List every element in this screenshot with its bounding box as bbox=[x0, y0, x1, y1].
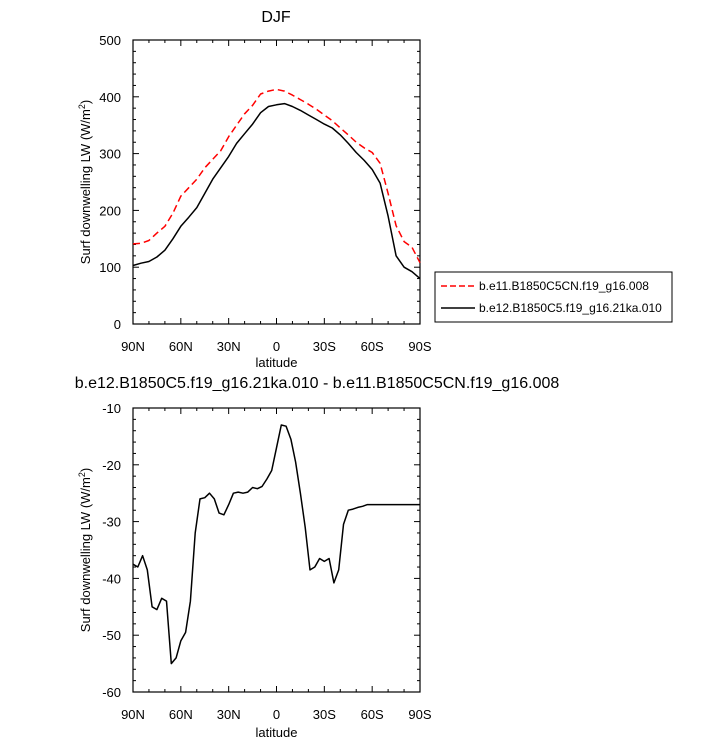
y-axis-label-main: Surf downwelling LW (W/m bbox=[78, 477, 93, 632]
x-tick-label: 0 bbox=[273, 707, 280, 722]
legend-label-2: b.e12.B1850C5.f19_g16.21ka.010 bbox=[479, 301, 662, 315]
y-tick-label: -40 bbox=[102, 571, 121, 586]
x-tick-label: 90N bbox=[121, 339, 145, 354]
y-axis-label: Surf downwelling LW (W/m2) bbox=[77, 100, 93, 264]
x-tick-label: 90S bbox=[408, 707, 431, 722]
x-tick-label: 60S bbox=[361, 339, 384, 354]
y-axis-label: Surf downwelling LW (W/m2) bbox=[77, 468, 93, 632]
y-tick-label: -30 bbox=[102, 515, 121, 530]
x-axis-label: latitude bbox=[256, 355, 298, 370]
y-axis-label-close: ) bbox=[78, 100, 93, 104]
x-tick-label: 30S bbox=[313, 707, 336, 722]
x-tick-label: 0 bbox=[273, 339, 280, 354]
y-axis-label-sup: 2 bbox=[77, 472, 87, 477]
x-tick-label: 60N bbox=[169, 339, 193, 354]
y-axis-label-main: Surf downwelling LW (W/m bbox=[78, 109, 93, 264]
x-tick-label: 90S bbox=[408, 339, 431, 354]
x-tick-label: 30N bbox=[217, 707, 241, 722]
legend: b.e11.B1850C5CN.f19_g16.008 b.e12.B1850C5… bbox=[434, 271, 673, 323]
y-tick-label: -20 bbox=[102, 458, 121, 473]
y-tick-label: -60 bbox=[102, 685, 121, 700]
y-tick-label: 200 bbox=[99, 203, 121, 218]
legend-label-1: b.e11.B1850C5CN.f19_g16.008 bbox=[479, 279, 649, 293]
x-tick-label: 30N bbox=[217, 339, 241, 354]
chart-title: b.e12.B1850C5.f19_g16.21ka.010 - b.e11.B… bbox=[75, 375, 560, 392]
y-axis-label-close: ) bbox=[78, 468, 93, 472]
series-line-2 bbox=[132, 102, 421, 280]
chart-panel-2: b.e12.B1850C5.f19_g16.21ka.010 - b.e11.B… bbox=[75, 375, 560, 740]
x-tick-label: 90N bbox=[121, 707, 145, 722]
plot-frame bbox=[132, 39, 421, 325]
y-tick-label: 100 bbox=[99, 260, 121, 275]
series-line-1 bbox=[132, 88, 421, 264]
chart-title: DJF bbox=[261, 9, 291, 26]
x-tick-label: 60S bbox=[361, 707, 384, 722]
y-axis-label-sup: 2 bbox=[77, 104, 87, 109]
y-tick-label: -50 bbox=[102, 628, 121, 643]
x-tick-label: 30S bbox=[313, 339, 336, 354]
legend-box bbox=[434, 271, 673, 323]
y-tick-label: 0 bbox=[114, 317, 121, 332]
x-axis-label: latitude bbox=[256, 725, 298, 740]
chart-panel-1: DJF 0 100 200 300 400 500 90N 60N 30N 0 30S 60S 90S la… bbox=[77, 9, 673, 370]
y-tick-label: 500 bbox=[99, 33, 121, 48]
y-tick-label: 300 bbox=[99, 147, 121, 162]
series-line-1 bbox=[132, 424, 420, 665]
y-tick-label: -10 bbox=[102, 401, 121, 416]
y-tick-label: 400 bbox=[99, 90, 121, 105]
x-tick-label: 60N bbox=[169, 707, 193, 722]
